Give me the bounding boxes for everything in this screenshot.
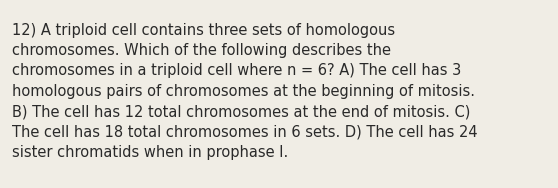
Text: 12) A triploid cell contains three sets of homologous
chromosomes. Which of the : 12) A triploid cell contains three sets …: [12, 23, 478, 160]
